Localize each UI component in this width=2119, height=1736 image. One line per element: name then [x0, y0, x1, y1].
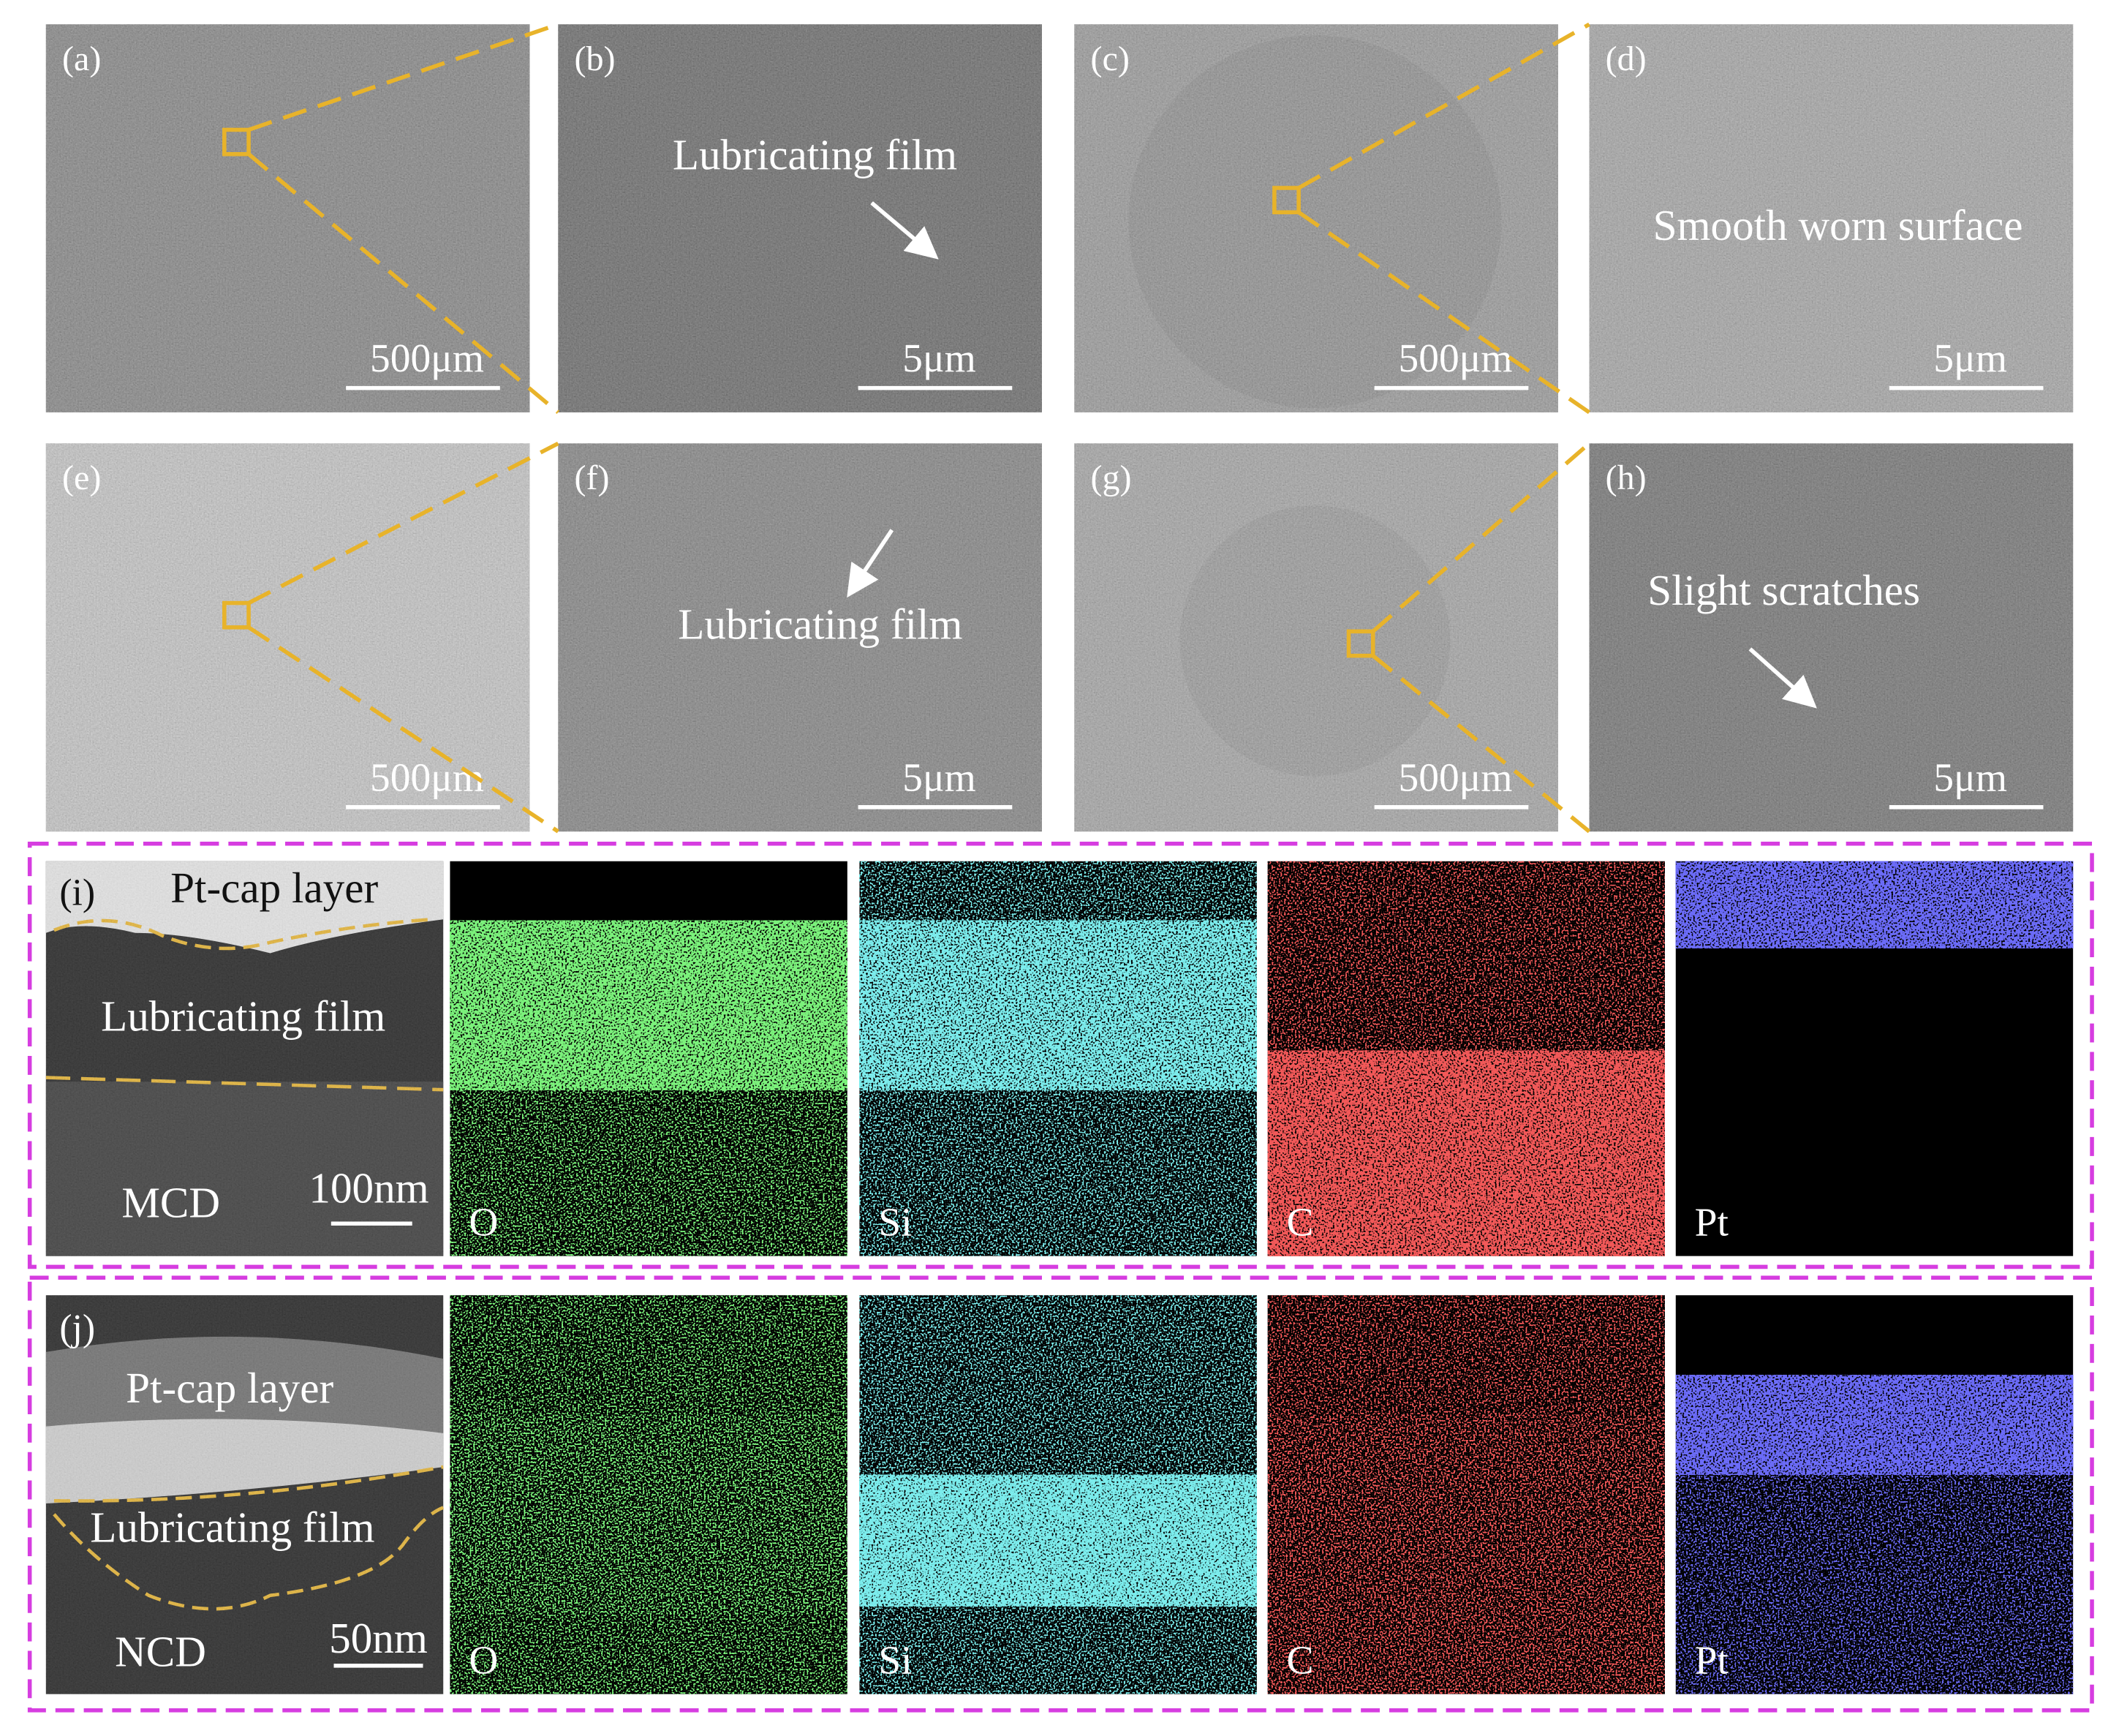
panel-label: (h): [1606, 458, 1647, 497]
zoom-line: [1297, 210, 1591, 415]
texture: [1589, 24, 2074, 412]
texture: [1074, 443, 1558, 832]
element-signal: [1675, 1474, 2074, 1694]
panel-label: (e): [62, 458, 101, 497]
zoom-line: [1297, 22, 1590, 190]
panel-label: (g): [1091, 458, 1132, 497]
element-label: C: [1287, 1200, 1314, 1245]
scale-bar-label: 5μm: [1933, 336, 2007, 380]
annotation: Smooth worn surface: [1653, 201, 2023, 249]
zoom-box: [1272, 186, 1301, 215]
element-signal: [859, 1295, 1257, 1694]
panel-label: (b): [574, 39, 615, 78]
scale-bar-label: 500μm: [1399, 336, 1513, 380]
zoom-line: [248, 22, 559, 132]
annotation: Lubricating film: [673, 131, 957, 179]
element-label: O: [469, 1638, 498, 1683]
element-signal: [1267, 1050, 1665, 1256]
element-signal: [1675, 1375, 2074, 1475]
texture: [558, 443, 1042, 832]
texture: [45, 1295, 444, 1694]
zoom-line: [247, 441, 559, 605]
tem-top-layer: Pt-cap layer: [126, 1364, 333, 1412]
group-frame: [27, 841, 2094, 1269]
element-signal: [450, 1414, 847, 1615]
group-frame: [27, 1275, 2094, 1713]
element-label: Si: [878, 1638, 912, 1683]
element-label: C: [1287, 1638, 1314, 1683]
tem-film: Lubricating film: [90, 1503, 374, 1551]
annotation: Slight scratches: [1647, 566, 1920, 614]
panel-label: (c): [1091, 39, 1130, 78]
scale-bar-label: 500μm: [1399, 755, 1513, 799]
element-signal: [859, 861, 1257, 921]
texture: [1589, 443, 2074, 832]
panel-label: (f): [574, 458, 609, 497]
element-label: Pt: [1695, 1638, 1729, 1683]
element-signal: [859, 920, 1257, 1090]
arrow: [870, 201, 939, 260]
arrow: [847, 529, 894, 598]
zoom-line: [247, 625, 559, 834]
zoom-box: [222, 127, 251, 156]
scale-bar-label: 500μm: [370, 755, 484, 799]
zoom-line: [247, 152, 560, 415]
scale-bar-label: 5μm: [902, 755, 976, 799]
element-signal: [450, 920, 847, 1090]
zoom-line: [1371, 442, 1591, 633]
tem-film: Lubricating film: [101, 992, 385, 1040]
annotation: Lubricating film: [678, 600, 962, 648]
element-signal: [1267, 861, 1665, 1051]
tem-top-layer: Pt-cap layer: [170, 864, 378, 912]
texture: [45, 443, 530, 832]
element-label: Si: [878, 1200, 912, 1245]
texture: [45, 24, 530, 412]
tem-scale-bar: 50nm: [329, 1614, 428, 1662]
texture: [558, 24, 1042, 412]
tem-sample: NCD: [115, 1627, 206, 1675]
scale-bar-label: 5μm: [1933, 755, 2007, 799]
tem-label: (j): [59, 1307, 95, 1349]
element-signal: [450, 1090, 847, 1256]
element-label: O: [469, 1200, 498, 1245]
tem-scale-bar: 100nm: [309, 1163, 428, 1212]
tem-label: (i): [59, 872, 95, 914]
zoom-line: [1372, 654, 1591, 834]
element-signal: [859, 1090, 1257, 1256]
zoom-box: [1346, 629, 1375, 658]
element-label: Pt: [1695, 1200, 1729, 1245]
texture: [45, 861, 444, 1256]
tem-sample: MCD: [121, 1179, 220, 1227]
panel-label: (a): [62, 39, 101, 78]
scale-bar-label: 500μm: [370, 336, 484, 380]
arrow: [1748, 647, 1817, 709]
element-signal: [1267, 1414, 1665, 1694]
scale-bar-label: 5μm: [902, 336, 976, 380]
panel-label: (d): [1606, 39, 1647, 78]
element-signal: [1675, 861, 2074, 948]
zoom-box: [222, 600, 251, 630]
